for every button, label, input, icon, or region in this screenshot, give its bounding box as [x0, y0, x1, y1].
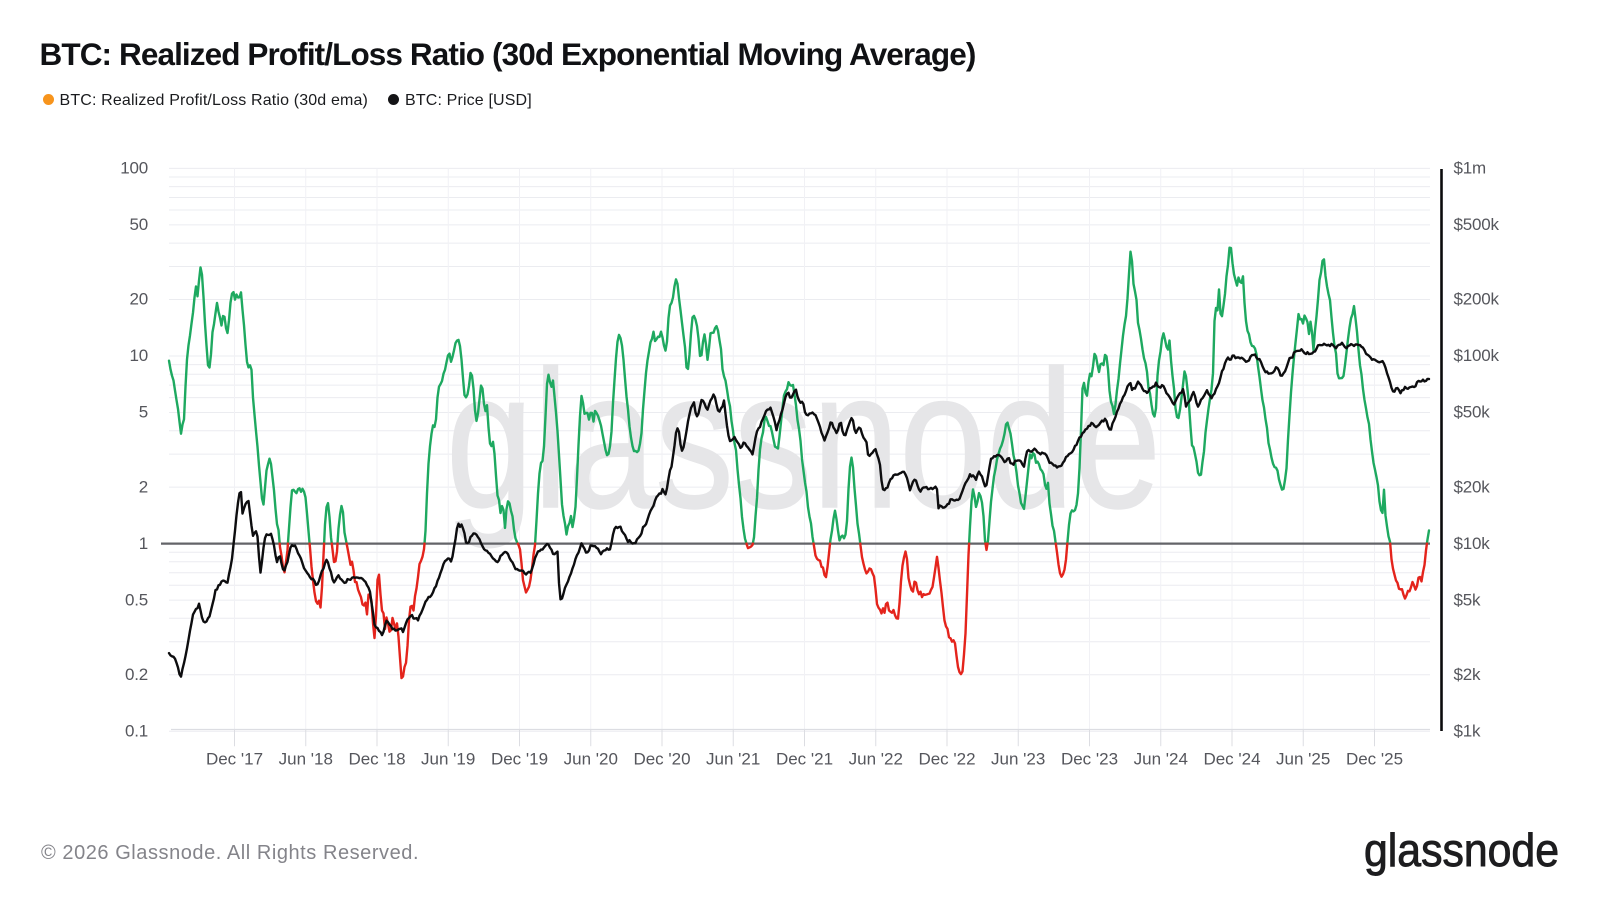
- svg-text:Jun '25: Jun '25: [1276, 750, 1330, 769]
- svg-text:10: 10: [129, 346, 148, 365]
- svg-text:Dec '19: Dec '19: [491, 750, 548, 769]
- svg-text:Dec '21: Dec '21: [776, 750, 833, 769]
- svg-text:$1m: $1m: [1454, 159, 1487, 178]
- svg-text:Jun '20: Jun '20: [564, 750, 618, 769]
- svg-text:$500k: $500k: [1454, 215, 1500, 234]
- svg-text:0.5: 0.5: [125, 590, 148, 609]
- svg-text:$20k: $20k: [1454, 477, 1491, 496]
- svg-text:Dec '25: Dec '25: [1346, 750, 1403, 769]
- svg-text:glassnode: glassnode: [446, 330, 1161, 549]
- svg-text:Dec '24: Dec '24: [1203, 750, 1260, 769]
- svg-text:1: 1: [139, 534, 148, 553]
- svg-text:Dec '17: Dec '17: [206, 750, 263, 769]
- svg-text:Dec '18: Dec '18: [348, 750, 405, 769]
- svg-text:5: 5: [139, 403, 148, 422]
- svg-text:Jun '18: Jun '18: [279, 750, 333, 769]
- svg-text:50: 50: [129, 215, 148, 234]
- svg-text:20: 20: [129, 290, 148, 309]
- svg-text:Jun '23: Jun '23: [991, 750, 1045, 769]
- svg-text:Dec '22: Dec '22: [918, 750, 975, 769]
- svg-text:$5k: $5k: [1454, 590, 1482, 609]
- svg-text:Jun '19: Jun '19: [421, 750, 475, 769]
- svg-text:Jun '24: Jun '24: [1134, 750, 1188, 769]
- svg-text:Dec '20: Dec '20: [633, 750, 690, 769]
- svg-text:$1k: $1k: [1454, 721, 1482, 740]
- svg-text:0.1: 0.1: [125, 721, 148, 740]
- svg-text:glassnode: glassnode: [1364, 824, 1559, 876]
- svg-text:0.2: 0.2: [125, 665, 148, 684]
- svg-text:$10k: $10k: [1454, 534, 1491, 553]
- svg-text:100: 100: [120, 159, 148, 178]
- svg-text:$100k: $100k: [1454, 346, 1500, 365]
- svg-text:$50k: $50k: [1454, 403, 1491, 422]
- svg-text:$2k: $2k: [1454, 665, 1482, 684]
- svg-text:$200k: $200k: [1454, 290, 1500, 309]
- svg-text:Dec '23: Dec '23: [1061, 750, 1118, 769]
- svg-text:Jun '21: Jun '21: [706, 750, 760, 769]
- svg-text:2: 2: [139, 477, 148, 496]
- svg-text:Jun '22: Jun '22: [849, 750, 903, 769]
